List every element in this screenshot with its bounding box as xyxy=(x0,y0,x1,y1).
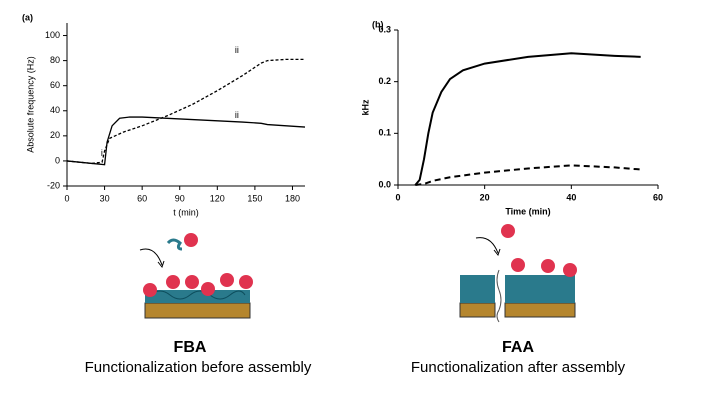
particle xyxy=(563,263,577,277)
caption-text: Functionalization before assembly xyxy=(85,359,312,376)
arrowhead xyxy=(157,260,165,269)
polymer-layer xyxy=(145,290,250,303)
particle xyxy=(143,283,157,297)
x-tick-label: 150 xyxy=(247,193,262,203)
annotation: ii xyxy=(235,110,239,120)
y-tick-label: 0.3 xyxy=(378,24,391,34)
line-series xyxy=(66,116,306,166)
line-series xyxy=(66,58,305,165)
caption-title: FAA xyxy=(502,339,534,356)
y-tick-label: 20 xyxy=(50,130,60,140)
x-axis-label: t (min) xyxy=(173,207,199,217)
annotation: ii xyxy=(235,45,239,55)
caption-text: Functionalization after assembly xyxy=(411,359,626,376)
y-tick-label: -20 xyxy=(47,180,60,190)
particle xyxy=(541,259,555,273)
substrate xyxy=(459,302,496,318)
x-tick-label: 40 xyxy=(566,192,576,202)
substrate xyxy=(504,302,576,318)
particle xyxy=(239,275,253,289)
x-tick-label: 120 xyxy=(210,193,225,203)
polymer-layer xyxy=(505,275,575,303)
particle xyxy=(220,273,234,287)
y-tick-label: 0.2 xyxy=(378,76,391,86)
annotation: i xyxy=(101,148,103,158)
x-tick-label: 60 xyxy=(653,192,663,202)
illustration-faa xyxy=(459,224,577,323)
particle xyxy=(185,275,199,289)
caption-title: FBA xyxy=(174,339,207,356)
x-tick-label: 20 xyxy=(480,192,490,202)
particle xyxy=(511,258,525,272)
x-tick-label: 30 xyxy=(100,193,110,203)
line-series xyxy=(414,52,641,186)
x-tick-label: 60 xyxy=(137,193,147,203)
y-tick-label: 40 xyxy=(50,105,60,115)
panel-label: (b) xyxy=(372,19,384,29)
particle xyxy=(201,282,215,296)
particle xyxy=(166,275,180,289)
line-series xyxy=(415,164,641,186)
arrowhead xyxy=(493,248,501,257)
particle xyxy=(501,224,515,238)
break-line xyxy=(496,269,502,323)
x-tick-label: 0 xyxy=(64,193,69,203)
y-axis-label: kHz xyxy=(360,99,370,116)
x-tick-label: 0 xyxy=(395,192,400,202)
panel-label: (a) xyxy=(22,12,33,22)
arrow xyxy=(139,248,163,266)
substrate xyxy=(144,302,251,319)
polymer-coil xyxy=(166,238,183,251)
polymer-strand xyxy=(149,290,246,300)
x-axis-label: Time (min) xyxy=(505,206,550,216)
x-tick-label: 90 xyxy=(175,193,185,203)
y-axis-label: Absolute frequency (Hz) xyxy=(25,56,35,153)
y-tick-label: 0.1 xyxy=(378,128,391,138)
x-tick-label: 180 xyxy=(285,193,300,203)
y-tick-label: 80 xyxy=(50,55,60,65)
arrow xyxy=(475,237,499,254)
y-tick-label: 60 xyxy=(50,80,60,90)
y-tick-label: 0 xyxy=(55,155,60,165)
polymer-layer xyxy=(460,275,495,303)
y-tick-label: 0.0 xyxy=(378,179,391,189)
particle xyxy=(184,233,198,247)
illustration-fba xyxy=(139,233,253,319)
y-tick-label: 100 xyxy=(45,30,60,40)
